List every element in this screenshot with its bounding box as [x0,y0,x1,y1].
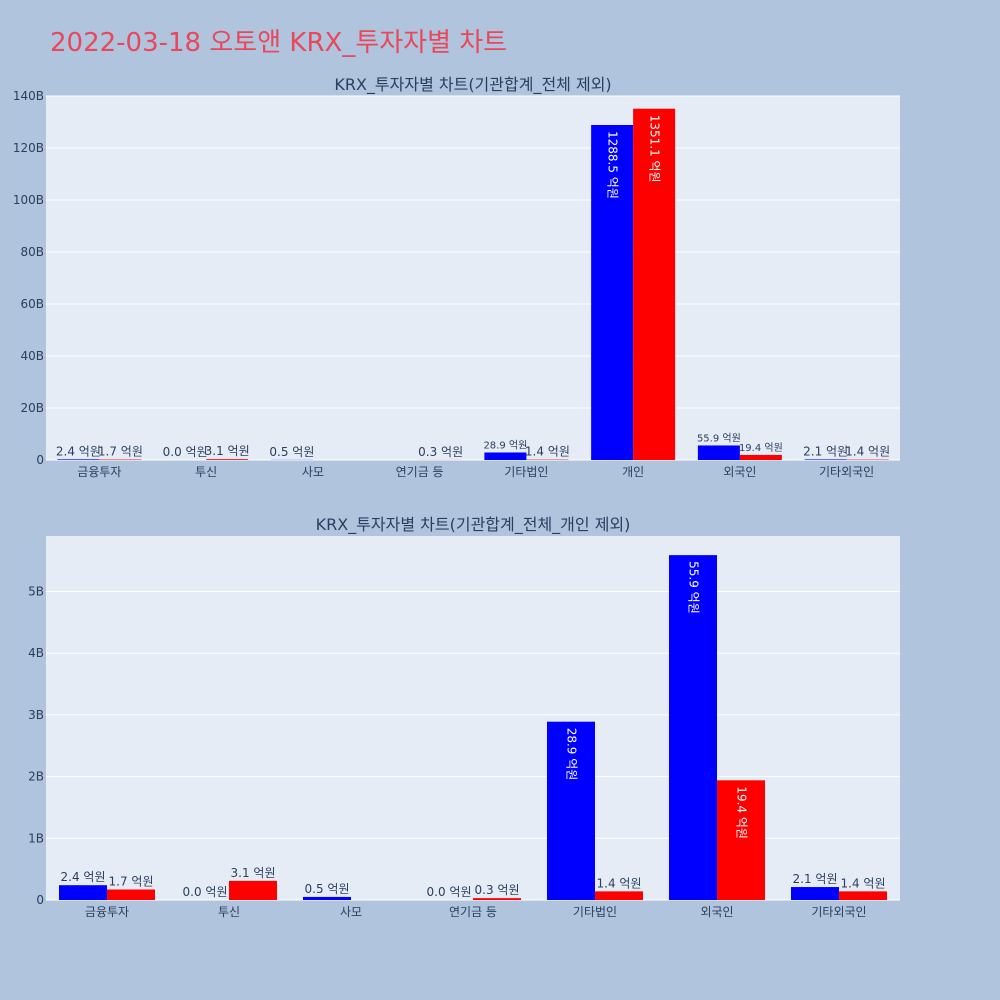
bar-value-label: 1.7 억원 [109,875,154,889]
bar-value-label: 1.4 억원 [845,445,890,459]
bar-value-label: 1.4 억원 [841,876,886,890]
bar-value-label: 19.4 억원 [739,442,783,454]
y-tick-label: 0 [36,453,44,467]
x-tick-label: 연기금 등 [449,905,497,919]
bar [717,780,765,900]
bar-value-label: 19.4 억원 [735,786,749,839]
bar [739,454,782,460]
bar-value-label: 1.4 억원 [597,876,642,890]
y-tick-label: 60B [20,297,44,311]
bar-value-label: 1351.1 억원 [648,115,662,183]
bar-value-label: 0.3 억원 [418,445,463,459]
bar [591,124,634,461]
x-tick-label: 사모 [302,465,324,479]
bar-value-label: 1.4 억원 [525,445,570,459]
y-tick-label: 40B [20,349,44,363]
bar-value-label: 1.7 억원 [98,445,143,459]
y-tick-label: 3B [28,708,44,722]
bar [633,108,676,461]
bar [303,896,351,900]
x-tick-label: 기타법인 [573,905,617,919]
bar-value-label: 28.9 억원 [565,728,579,781]
x-tick-label: 기타외국인 [811,905,866,919]
y-tick-label: 100B [13,193,44,207]
bar-value-label: 2.4 억원 [56,444,101,458]
bar-value-label: 55.9 억원 [697,432,741,444]
x-tick-label: 투신 [195,465,217,479]
bar-value-label: 0.5 억원 [305,882,350,896]
x-tick-label: 개인 [622,465,644,479]
y-tick-label: 80B [20,245,44,259]
bar-value-label: 28.9 억원 [483,439,527,451]
bar [59,885,107,900]
plot-area [46,536,900,900]
bar [791,887,839,900]
x-tick-label: 금융투자 [85,905,129,919]
bar [595,891,643,900]
bar-value-label: 0.0 억원 [183,885,228,899]
bar-value-label: 3.1 억원 [231,866,276,880]
bar-value-label: 2.1 억원 [803,444,848,458]
bar-value-label: 0.0 억원 [163,445,208,459]
bar [669,555,717,900]
bar [473,898,521,900]
bar [804,459,847,460]
y-tick-label: 20B [20,401,44,415]
bar-value-label: 0.5 억원 [269,445,314,459]
bar-value-label: 55.9 억원 [687,561,701,614]
bar [547,721,595,900]
bar [57,459,100,460]
bar-value-label: 0.3 억원 [475,883,520,897]
plot-area [46,96,900,460]
y-tick-label: 5B [28,585,44,599]
bar-value-label: 2.4 억원 [61,870,106,884]
chart-title: KRX_투자자별 차트(기관합계_전체_개인 제외) [316,515,631,535]
bar [229,880,277,900]
chart-title: KRX_투자자별 차트(기관합계_전체 제외) [334,75,611,95]
chart-bottom: 0 1B 2B 3B 4B 5B KRX_투자자별 차트(기관합계_전체_개인 제외) 2.4… [28,515,900,919]
x-tick-label: 기타외국인 [819,465,874,479]
page-title: 2022-03-18 오토앤 KRX_투자자별 차트 [50,28,508,58]
x-tick-label: 외국인 [723,465,756,479]
x-tick-label: 사모 [340,905,362,919]
x-tick-label: 금융투자 [77,465,121,479]
bar-value-label: 1288.5 억원 [606,131,620,199]
x-tick-label: 투신 [218,905,240,919]
y-tick-label: 4B [28,646,44,660]
bar [206,459,249,460]
y-tick-label: 0 [36,893,44,907]
y-tick-label: 2B [28,770,44,784]
bar [107,889,155,900]
x-tick-label: 외국인 [700,905,733,919]
bar-value-label: 2.1 억원 [793,872,838,886]
y-tick-label: 120B [13,141,44,155]
y-tick-label: 140B [13,89,44,103]
bar [839,891,887,900]
x-tick-label: 기타법인 [504,465,548,479]
bar [484,452,527,460]
chart-top: 0 20B 40B 60B 80B 100B 120B 140B KRX_투자자별 차트(기관합… [13,75,900,479]
y-tick-label: 1B [28,831,44,845]
bar-value-label: 0.0 억원 [427,885,472,899]
x-tick-label: 연기금 등 [396,465,444,479]
bar [697,445,740,460]
bar-value-label: 3.1 억원 [205,444,250,458]
